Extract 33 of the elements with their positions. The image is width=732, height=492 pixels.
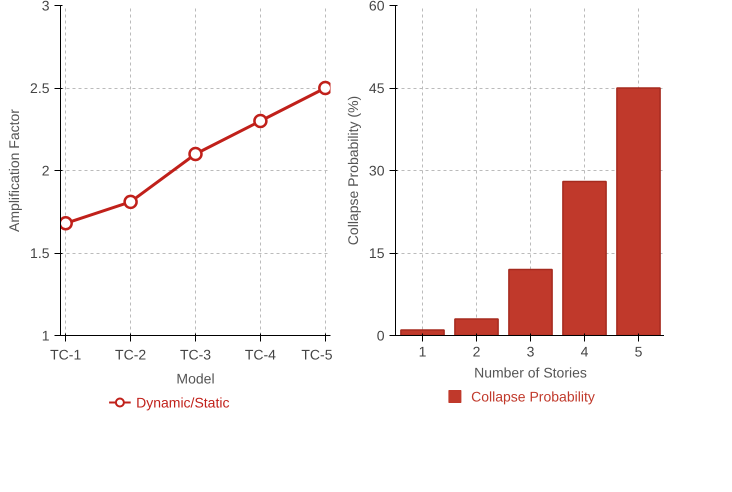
y-tick-label: 3 <box>42 0 50 14</box>
point <box>253 114 268 128</box>
y-axis-title: Collapse Probability (%) <box>344 96 361 246</box>
bar <box>508 268 553 336</box>
y-tick-label: 45 <box>368 80 385 96</box>
x-tick-label: 2 <box>472 344 481 360</box>
x-tick-label: TC-2 <box>115 346 146 362</box>
y-axis-title: Amplification Factor <box>6 108 22 232</box>
y-tick-label: 60 <box>368 0 385 14</box>
x-tick-label: 5 <box>634 344 643 360</box>
x-tick-label: 1 <box>418 344 427 360</box>
legend-label: Dynamic/Static <box>136 394 230 410</box>
x-tick-label: 4 <box>580 344 589 360</box>
x-tick-label: TC-5 <box>301 346 333 362</box>
x-tick-label: TC-4 <box>244 346 276 362</box>
bar <box>562 180 607 336</box>
y-tick-label: 1 <box>42 328 50 344</box>
bar <box>454 318 499 336</box>
point <box>123 194 138 210</box>
y-tick-label: 2.5 <box>30 80 50 96</box>
x-tick-label: 3 <box>526 344 535 360</box>
x-axis-title: Model <box>176 370 215 386</box>
y-tick-label: 0 <box>376 328 385 344</box>
x-tick-label: TC-3 <box>180 346 212 362</box>
legend-label: Collapse Probability <box>471 388 595 404</box>
y-tick-label: 2 <box>42 162 50 178</box>
y-tick-label: 15 <box>368 245 385 261</box>
y-tick-label: 30 <box>368 162 385 178</box>
bar <box>616 87 661 336</box>
point <box>188 146 203 162</box>
x-axis-title: Number of Stories <box>474 364 587 380</box>
y-tick-label: 1.5 <box>30 245 50 261</box>
x-tick-label: TC-1 <box>50 346 82 362</box>
